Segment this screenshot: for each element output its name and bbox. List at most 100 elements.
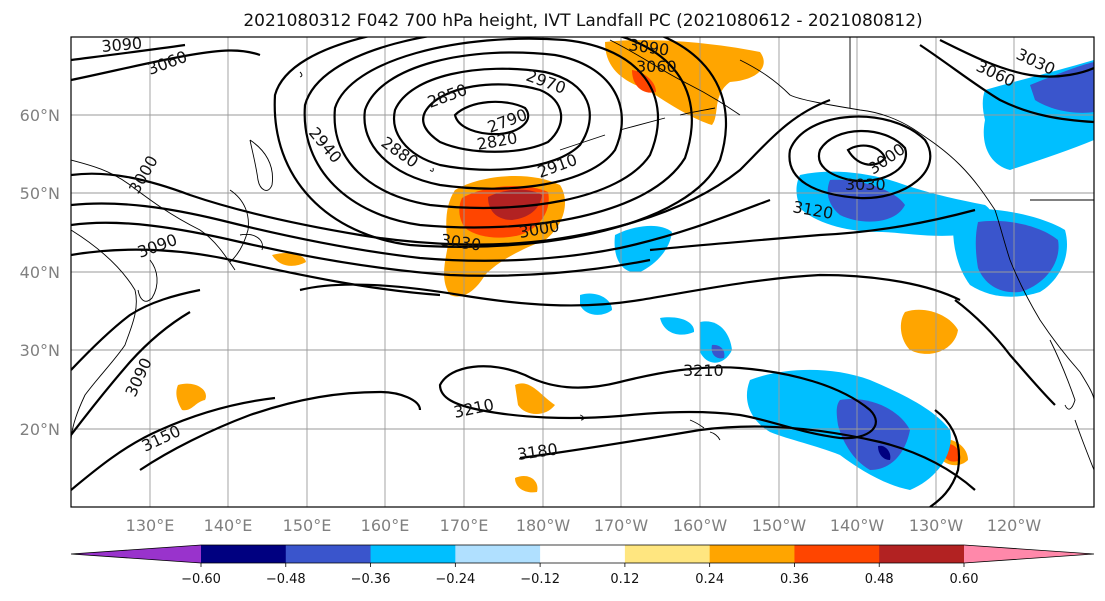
- colorbar-segment: [624, 545, 711, 563]
- lat-tick-label: 50°N: [20, 184, 60, 203]
- contour-3210-ring: [438, 365, 877, 440]
- colorbar-tick-label: −0.36: [351, 572, 391, 587]
- lon-tick-label: 170°W: [594, 516, 649, 535]
- shading-royal-far-ne: [1030, 62, 1094, 113]
- coast-mexico: [1074, 419, 1094, 471]
- shading-orange-hawaii-w: [515, 383, 555, 415]
- contour-2880: [363, 51, 623, 190]
- shading-orange-w: [176, 383, 206, 411]
- colorbar-segment: [455, 545, 541, 563]
- contour-3000-w: [71, 98, 831, 246]
- contour-3060-nw: [71, 49, 261, 82]
- lat-tick-label: 20°N: [20, 420, 60, 439]
- contour-label: 3210: [683, 361, 724, 380]
- contour-2940: [303, 37, 693, 229]
- contour-2820: [422, 83, 563, 153]
- colorbar-segment: [370, 545, 456, 563]
- colorbar-tick-label: −0.48: [266, 572, 306, 587]
- contour-3120-sw: [71, 311, 191, 436]
- shading-orange-mid: [272, 252, 306, 266]
- lon-tick-label: 180°W: [516, 516, 571, 535]
- contour-3090-nw: [71, 43, 186, 62]
- coast-korea: [137, 259, 158, 302]
- lon-tick-label: 140°E: [204, 516, 253, 535]
- colorbar-tick-label: 0.24: [695, 572, 724, 587]
- contour-label: 3090: [627, 35, 670, 59]
- contour-label: 3060: [636, 57, 677, 76]
- lat-tick-label: 40°N: [20, 263, 60, 282]
- lat-tick-label: 60°N: [20, 106, 60, 125]
- colorbar-extension-low: [71, 545, 201, 563]
- colorbar-segment: [879, 545, 965, 563]
- coast-hawaii: [689, 419, 721, 441]
- shading-layer: [176, 40, 1094, 493]
- coast-kamchatka: [249, 139, 273, 191]
- colorbar-tick-label: −0.24: [435, 572, 475, 587]
- lon-tick-label: 150°E: [283, 516, 332, 535]
- contour-3180: [139, 390, 976, 491]
- shading-orange-south: [515, 475, 538, 493]
- contour-2790: [453, 100, 530, 136]
- contour-label: 3030: [845, 175, 886, 194]
- contour-3060: [71, 221, 651, 277]
- colorbar-segment: [794, 545, 880, 563]
- colorbar-segment: [540, 545, 626, 563]
- shading-royal-subtropics: [836, 399, 910, 470]
- contour-3090-sw: [71, 288, 201, 371]
- lon-tick-label: 170°E: [440, 516, 489, 535]
- colorbar-tick-label: 0.48: [865, 572, 894, 587]
- coast-baja: [1049, 339, 1076, 410]
- lon-tick-label: 130°W: [909, 516, 964, 535]
- longitude-labels: 130°E 140°E 150°E 160°E 170°E 180°W 170°…: [126, 516, 1042, 535]
- contour-east-coast: [954, 299, 1056, 406]
- contour-low-ne-3: [788, 115, 932, 200]
- contour-3150-ring: [299, 273, 961, 307]
- contour-2910: [333, 37, 660, 210]
- colorbar-segment: [201, 545, 287, 563]
- map-frame: [70, 36, 1095, 508]
- contour-3090: [71, 248, 441, 297]
- lon-tick-label: 160°W: [673, 516, 728, 535]
- contour-ne-3030: [939, 39, 1094, 78]
- contour-label: 3090: [101, 34, 143, 56]
- colorbar-tick-label: −0.60: [181, 572, 221, 587]
- contour-se-curve: [929, 409, 961, 507]
- gridlines: [71, 37, 1094, 507]
- latitude-labels: 60°N 50°N 40°N 30°N 20°N: [20, 106, 60, 439]
- colorbar-segment: [285, 545, 372, 563]
- colorbar-extension-high: [964, 545, 1094, 563]
- coast-asia: [71, 159, 236, 441]
- contour-2970: [273, 37, 728, 248]
- lon-tick-label: 130°E: [126, 516, 175, 535]
- contour-3030-w: [71, 198, 771, 262]
- contour-2850: [393, 67, 591, 171]
- colorbar-tick-label: 0.60: [950, 572, 979, 587]
- lon-tick-label: 140°W: [830, 516, 885, 535]
- shading-blue-mid1: [614, 225, 672, 273]
- contour-3150: [71, 396, 276, 491]
- contour-low-ne-2: [817, 129, 908, 183]
- shading-navy-subtropics: [878, 445, 891, 460]
- shading-royal-nepac: [827, 179, 905, 222]
- lon-tick-label: 120°W: [987, 516, 1042, 535]
- colorbar: −0.60 −0.48 −0.36 −0.24 −0.12 0.12 0.24 0.36 0.4…: [70, 544, 1095, 587]
- height-contours: [71, 37, 1094, 507]
- contour-ne-3060: [919, 44, 1094, 124]
- lon-tick-label: 150°W: [752, 516, 807, 535]
- shading-royal-westcoast: [975, 220, 1059, 293]
- map-title: 2021080312 F042 700 hPa height, IVT Land…: [243, 11, 922, 31]
- lat-tick-label: 30°N: [20, 341, 60, 360]
- shading-darkred-central: [488, 189, 542, 220]
- colorbar-tick-label: 0.36: [780, 572, 809, 587]
- colorbar-tick-label: −0.12: [520, 572, 560, 587]
- coastlines: [71, 37, 1094, 471]
- colorbar-tick-label: 0.12: [610, 572, 639, 587]
- contour-3120: [649, 208, 976, 252]
- shading-orange-east: [900, 309, 958, 354]
- colorbar-segment: [709, 545, 795, 563]
- contour-low-ne: [846, 144, 887, 166]
- shading-blue-mid3: [660, 317, 695, 335]
- lon-tick-label: 160°E: [361, 516, 410, 535]
- coast-canada-border: [849, 37, 1094, 201]
